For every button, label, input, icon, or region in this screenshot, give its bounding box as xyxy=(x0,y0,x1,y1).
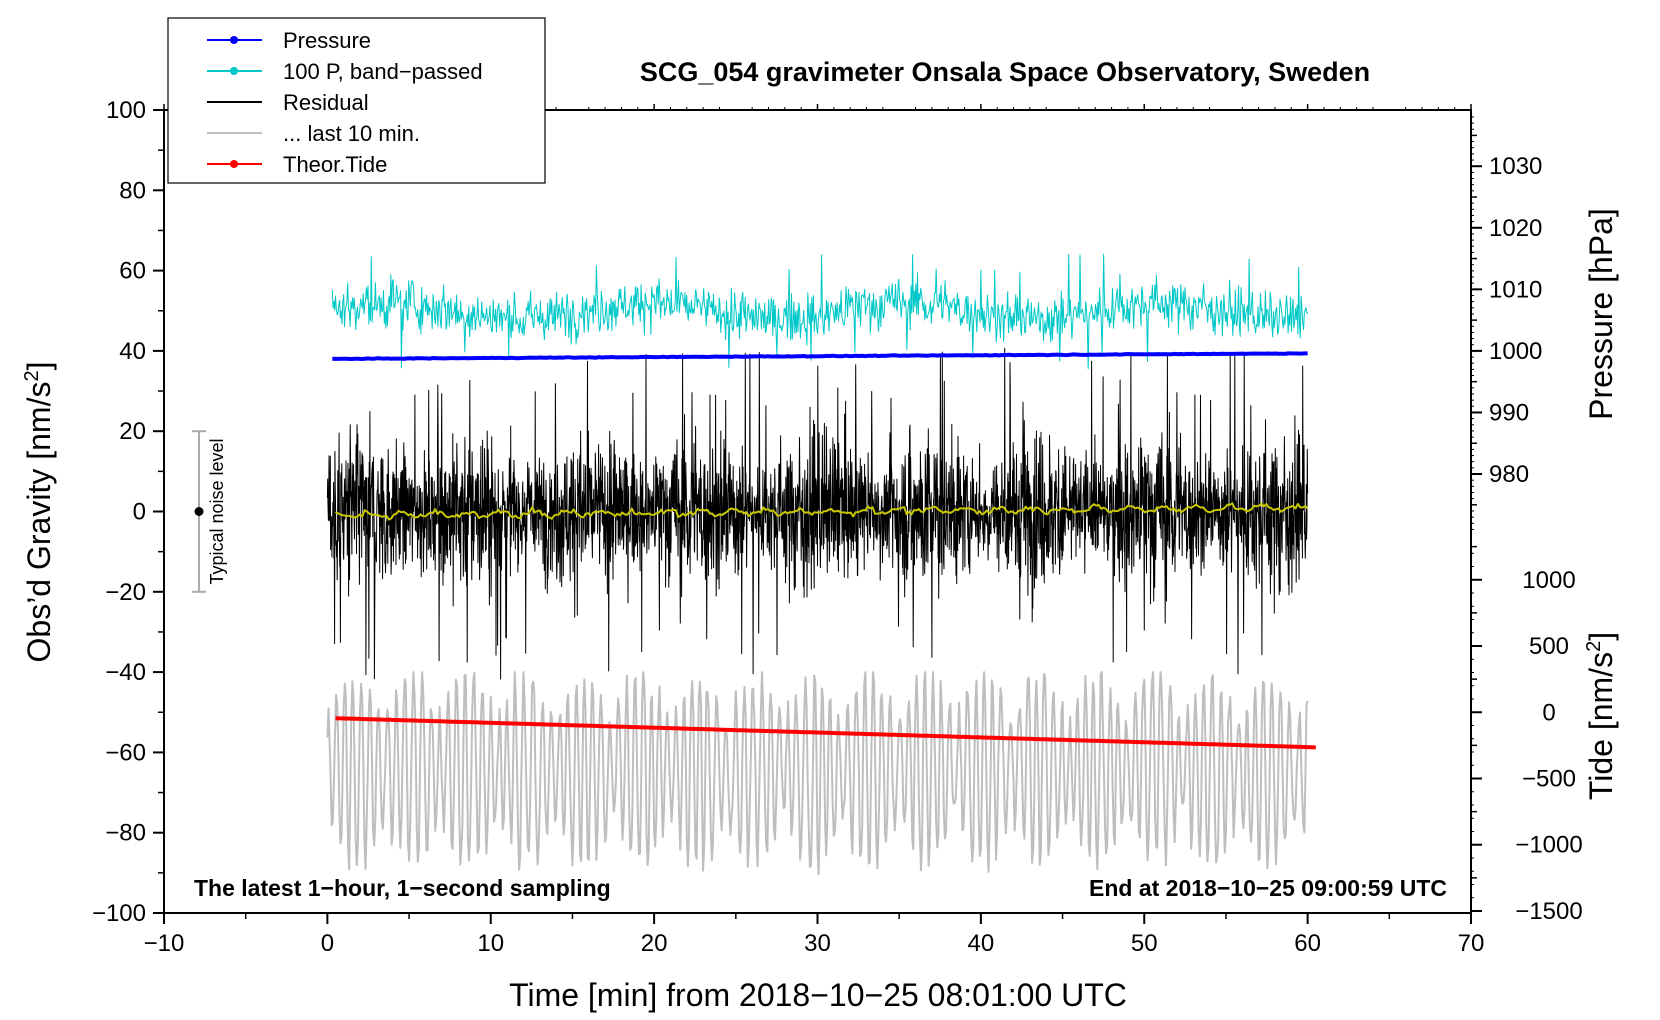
y-axis-title-sup: 2 xyxy=(21,370,43,381)
x-tick-label: 70 xyxy=(1458,930,1485,957)
x-tick-label: 30 xyxy=(804,930,831,957)
x-axis-title: Time [min] from 2018−10−25 08:01:00 UTC xyxy=(509,977,1127,1013)
chart-title: SCG_054 gravimeter Onsala Space Observat… xyxy=(640,57,1370,87)
x-tick-label: −10 xyxy=(144,930,185,957)
pressure-tick-label: 1030 xyxy=(1489,153,1542,180)
pressure-tick-label: 980 xyxy=(1489,461,1529,488)
y-tick-label: −40 xyxy=(105,659,146,686)
axis-layer: −10 0 10 20 30 40 50 60 70−100−80−60−40−20020406… xyxy=(92,97,1583,957)
y-tick-label: 0 xyxy=(133,499,146,526)
legend: Pressure 100 P, band−passed Residual ... la… xyxy=(167,17,546,184)
tide-tick-label: 0 xyxy=(1542,699,1555,726)
y-tick-label: 40 xyxy=(119,338,146,365)
y-tick-label: −60 xyxy=(105,739,146,766)
legend-marker xyxy=(230,67,238,75)
pressure-tick-label: 990 xyxy=(1489,399,1529,426)
noise-level-bar: Typical noise level xyxy=(192,430,227,593)
y-tick-label: 20 xyxy=(119,418,146,445)
tide-axis-title: Tide [nm/s2] xyxy=(1583,632,1619,800)
x-tick-label: 40 xyxy=(968,930,995,957)
legend-label: ... last 10 min. xyxy=(283,121,420,146)
series-residual-smoothed xyxy=(335,502,1309,521)
pressure-tick-label: 1020 xyxy=(1489,215,1542,242)
y-axis-title-close: ] xyxy=(21,362,57,371)
legend-label: Residual xyxy=(283,90,369,115)
legend-entry: Residual xyxy=(207,90,369,115)
x-tick-label: 10 xyxy=(477,930,504,957)
tide-tick-label: −500 xyxy=(1522,765,1576,792)
pressure-tick-label: 1010 xyxy=(1489,276,1542,303)
legend-items: Pressure 100 P, band−passed Residual ... la… xyxy=(207,28,483,177)
tide-tick-label: −1500 xyxy=(1515,898,1582,925)
y-axis-title-main: Obs’d Gravity [nm/s xyxy=(21,382,57,663)
legend-marker xyxy=(230,160,238,168)
legend-entry: 100 P, band−passed xyxy=(207,59,483,84)
noise-level-label: Typical noise level xyxy=(207,438,227,584)
tide-axis-title-main: Tide [nm/s xyxy=(1583,652,1619,800)
y-tick-label: −20 xyxy=(105,579,146,606)
annotation-right: End at 2018−10−25 09:00:59 UTC xyxy=(1089,875,1447,901)
y-axis-title: Obs’d Gravity [nm/s2] xyxy=(21,362,57,663)
x-tick-label: 20 xyxy=(641,930,668,957)
legend-marker xyxy=(230,36,238,44)
x-tick-label: 50 xyxy=(1131,930,1158,957)
legend-box xyxy=(167,17,546,184)
series-theor-tide xyxy=(335,716,1316,750)
pressure-tick-label: 1000 xyxy=(1489,338,1542,365)
series-layer xyxy=(326,253,1316,876)
tide-tick-label: 1000 xyxy=(1522,567,1575,594)
legend-entry: Pressure xyxy=(207,28,371,53)
tide-tick-label: 500 xyxy=(1529,633,1569,660)
series-last-10-min xyxy=(326,671,1309,876)
series-residual xyxy=(326,347,1309,680)
tide-axis-title-sup: 2 xyxy=(1583,641,1605,652)
x-tick-label: 0 xyxy=(321,930,334,957)
y-tick-label: 100 xyxy=(106,97,146,124)
noise-bar-dot xyxy=(194,507,204,516)
legend-label: Pressure xyxy=(283,28,371,53)
series-pressure-bandpassed xyxy=(331,253,1308,370)
y-tick-label: 80 xyxy=(119,177,146,204)
tide-axis-title-close: ] xyxy=(1583,632,1619,641)
x-tick-label: 60 xyxy=(1294,930,1321,957)
tide-tick-label: −1000 xyxy=(1515,832,1582,859)
legend-label: 100 P, band−passed xyxy=(283,59,483,84)
legend-entry: ... last 10 min. xyxy=(207,121,420,146)
pressure-axis-title: Pressure [hPa] xyxy=(1583,208,1619,420)
y-tick-label: −100 xyxy=(92,900,146,927)
annotation-left: The latest 1−hour, 1−second sampling xyxy=(194,875,611,901)
y-tick-label: −80 xyxy=(105,820,146,847)
y-tick-label: 60 xyxy=(119,258,146,285)
legend-entry: Theor.Tide xyxy=(207,152,387,177)
legend-label: Theor.Tide xyxy=(283,152,387,177)
series-pressure xyxy=(332,351,1308,361)
